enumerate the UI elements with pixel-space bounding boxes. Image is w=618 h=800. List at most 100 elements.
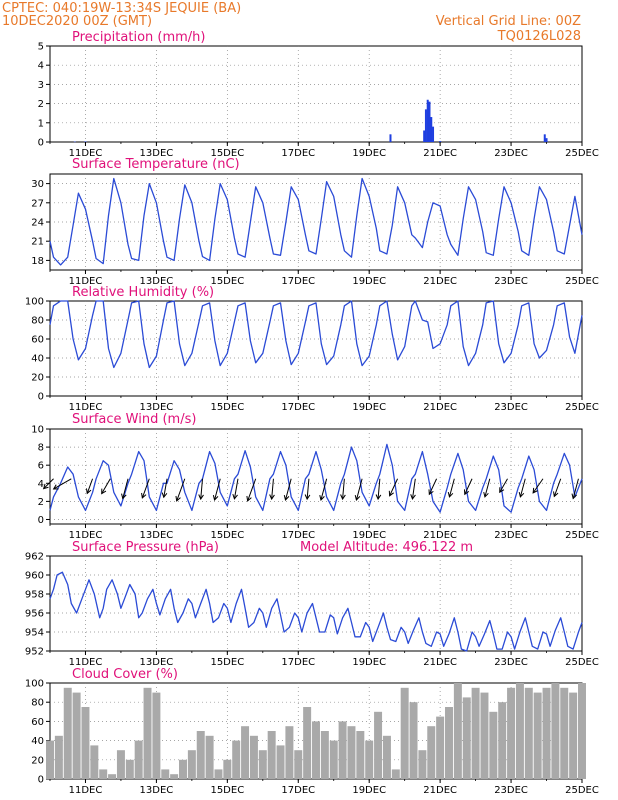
cloud-bar (480, 692, 489, 779)
cloud-bar (63, 687, 72, 779)
precip-title: Precipitation (mm/h) (72, 30, 205, 45)
humidity-xtick-label: 19DEC (352, 402, 386, 413)
precip-ytick-label: 2 (38, 99, 44, 110)
cloud-bar (542, 687, 551, 779)
wind-arrow-shaft (377, 478, 381, 500)
wind-arrow-head (483, 491, 489, 498)
cloud-bar (249, 735, 258, 779)
humidity-frame (49, 300, 583, 397)
cloud-bar (258, 750, 267, 779)
cloud-xtick-label: 13DEC (140, 785, 174, 796)
wind-xtick-label: 15DEC (210, 530, 244, 541)
cloud-ytick-label: 80 (31, 698, 44, 709)
wind-arrow-head (571, 493, 577, 500)
wind-arrow-head (246, 495, 252, 502)
wind-arrow-head (532, 487, 538, 494)
precip-ytick-label: 4 (38, 61, 44, 72)
temperature-ytick-label: 27 (31, 198, 44, 209)
precip-bar (545, 138, 548, 142)
temperature-title: Surface Temperature (nC) (72, 157, 240, 172)
precip-bar (389, 134, 392, 142)
wind-arrow-shaft (389, 478, 399, 497)
cloud-bar (134, 740, 143, 779)
wind-arrow-shaft (233, 478, 239, 499)
precip-ytick-label: 0 (38, 138, 44, 149)
wind-arrow-head (428, 489, 434, 496)
cloud-bar (303, 707, 312, 779)
pressure-xtick-label: 21DEC (423, 657, 457, 668)
wind-arrow-shaft (355, 478, 363, 501)
cloud-bar (409, 702, 418, 779)
cloud-bar (205, 735, 214, 779)
pressure-ytick-label: 952 (25, 647, 44, 658)
humidity-ytick-label: 40 (31, 354, 44, 365)
wind-arrow-shaft (53, 478, 72, 490)
precip-bar (426, 99, 429, 142)
wind-arrow-shaft (464, 478, 473, 495)
cloud-ytick-label: 20 (31, 755, 44, 766)
wind-arrow-head (463, 489, 470, 496)
cloud-bar (356, 731, 365, 779)
cloud-bar (436, 716, 445, 779)
cloud-bar (578, 683, 586, 779)
cloud-bar (267, 731, 276, 779)
wind-xtick-label: 21DEC (423, 530, 457, 541)
wind-arrow-head (121, 493, 127, 500)
wind-title: Surface Wind (m/s) (72, 412, 196, 427)
cloud-bar (99, 769, 108, 779)
wind-arrow-head (499, 487, 505, 494)
wind-arrow-shaft (271, 478, 274, 500)
temperature-xtick-label: 15DEC (210, 276, 244, 287)
precip-panel: 0 1 2 3 4 5 11DEC 13DEC 15DEC 17DEC 19DEC 21DEC 23DE… (38, 42, 599, 160)
precip-xtick-label: 23DEC (494, 148, 528, 159)
temperature-ytick-label: 30 (31, 179, 44, 190)
precip-bar (73, 141, 76, 143)
pressure-xtick-label: 17DEC (281, 657, 315, 668)
wind-panel: 0 2 4 6 8 10 11DEC 13DEC 15DEC 17DEC 19DEC 21DEC 23D… (31, 425, 599, 542)
precip-ytick-label: 1 (38, 118, 44, 129)
cloud-bar (294, 750, 303, 779)
cloud-bar (116, 750, 125, 779)
cloud-bar (427, 726, 436, 779)
cloud-xtick-label: 23DEC (494, 785, 528, 796)
pressure-xtick-label: 19DEC (352, 657, 386, 668)
wind-arrow-head (354, 495, 361, 502)
humidity-xtick-label: 11DEC (69, 402, 103, 413)
temperature-ytick-label: 21 (31, 237, 44, 248)
wind-ytick-label: 8 (38, 443, 44, 454)
wind-arrow-head (101, 488, 107, 495)
humidity-panel: 0 20 40 60 80 100 11DEC 13DEC 15DEC 17DEC 19DEC 21D… (25, 297, 599, 414)
temperature-series-line (49, 177, 583, 266)
wind-ytick-label: 4 (38, 479, 44, 490)
cloud-ytick-label: 60 (31, 717, 44, 728)
cloud-bar (533, 692, 542, 779)
wind-arrow-shaft (163, 478, 168, 498)
wind-arrow-shaft (141, 478, 150, 499)
precip-ytick-label: 3 (38, 80, 44, 91)
header-grid-note: Vertical Grid Line: 00Z (436, 14, 581, 29)
wind-arrow-head (141, 492, 147, 499)
wind-arrow-head (375, 494, 382, 501)
wind-arrow-head (447, 491, 454, 498)
humidity-xtick-label: 21DEC (423, 402, 457, 413)
cloud-bar (179, 759, 187, 779)
cloud-bar (524, 687, 533, 779)
cloud-bar (338, 721, 347, 779)
precip-bar (84, 141, 87, 142)
humidity-xtick-label: 17DEC (281, 402, 315, 413)
pressure-xtick-label: 11DEC (69, 657, 103, 668)
wind-arrow-shaft (411, 478, 416, 500)
wind-frame (49, 428, 583, 525)
wind-arrow-head (319, 495, 325, 502)
pressure-ytick-label: 956 (25, 609, 44, 620)
temperature-xtick-label: 11DEC (69, 276, 103, 287)
humidity-ytick-label: 60 (31, 335, 44, 346)
cloud-bar (418, 750, 427, 779)
pressure-ytick-label: 954 (25, 628, 44, 639)
humidity-ytick-label: 80 (31, 316, 44, 327)
temperature-ytick-label: 24 (31, 218, 44, 229)
cloud-bar (187, 750, 196, 779)
pressure-xtick-label: 25DEC (565, 657, 599, 668)
wind-xtick-label: 25DEC (565, 530, 599, 541)
pressure-ytick-label: 962 (25, 552, 44, 563)
